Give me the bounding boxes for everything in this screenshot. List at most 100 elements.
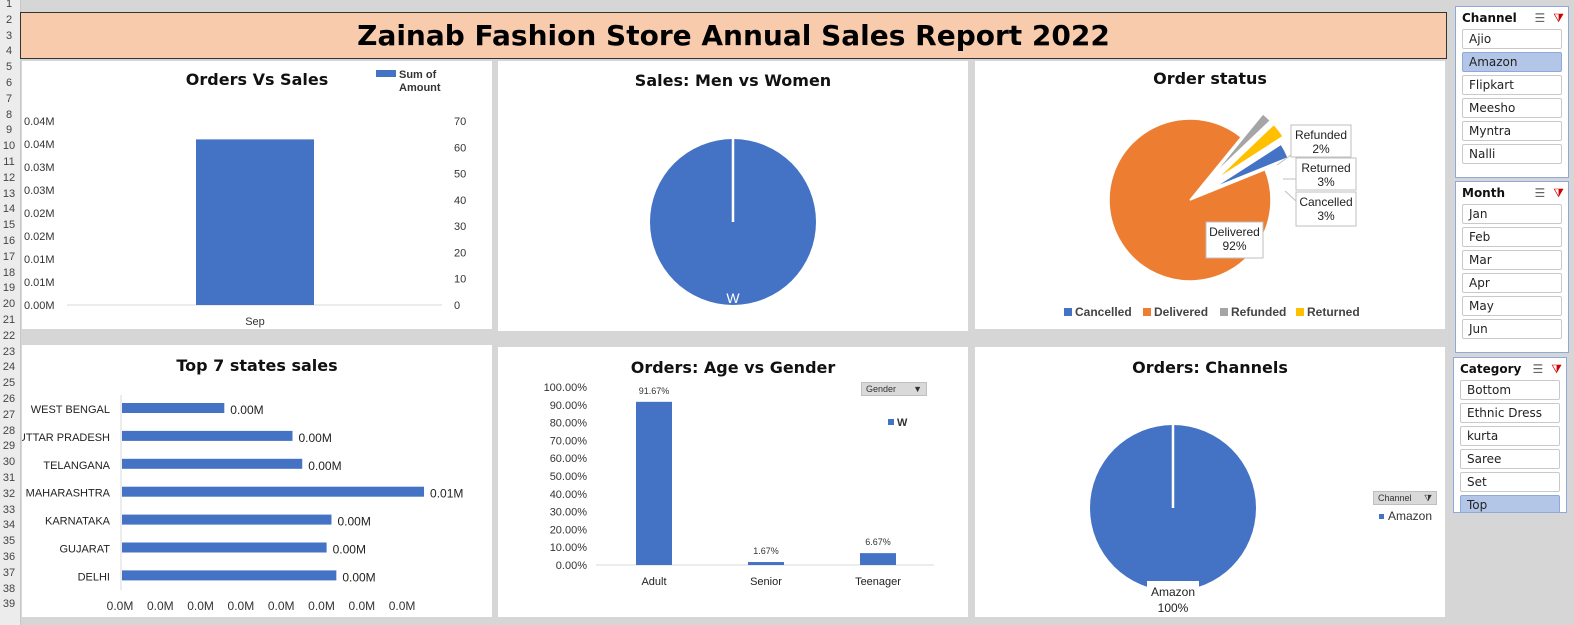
channel-filter-button[interactable]: Channel ⧩ bbox=[1373, 491, 1437, 505]
chart-orders-vs-sales[interactable]: Orders Vs Sales 0.04M 0.04M 0.03M 0.03M 0.02… bbox=[22, 61, 492, 329]
x-tick-label: Sep bbox=[245, 316, 265, 328]
data-label-name: Delivered bbox=[1209, 225, 1260, 239]
row-number: 5 bbox=[5, 61, 13, 74]
slicer-item-ajio[interactable]: Ajio bbox=[1462, 29, 1562, 49]
slicer-item-saree[interactable]: Saree bbox=[1460, 449, 1560, 469]
row-number: 1 bbox=[5, 0, 13, 10]
y-tick-label: 70.00% bbox=[550, 435, 588, 447]
slicer-item-flipkart[interactable]: Flipkart bbox=[1462, 75, 1562, 95]
row-number: 22 bbox=[2, 329, 16, 342]
chart-order-status[interactable]: Order status Refunded 2% Returned 3% Cancell… bbox=[975, 61, 1445, 329]
row-number: 36 bbox=[2, 551, 16, 563]
slicer-item-bottom[interactable]: Bottom bbox=[1460, 380, 1560, 400]
multi-select-icon[interactable]: ☰ bbox=[1534, 10, 1546, 25]
x-tick-label: Teenager bbox=[855, 576, 901, 588]
row-number: 29 bbox=[2, 440, 16, 453]
y-tick-label: 80.00% bbox=[550, 418, 588, 430]
slicer-item-apr[interactable]: Apr bbox=[1462, 273, 1562, 293]
legend-swatch bbox=[1379, 514, 1384, 519]
row-number: 21 bbox=[2, 314, 16, 326]
row-number: 25 bbox=[2, 377, 16, 390]
chart-sales-men-women[interactable]: Sales: Men vs Women W bbox=[498, 61, 968, 331]
slicer-header: Month ☰ ⧩ bbox=[1456, 182, 1568, 204]
y-tick-label: 100.00% bbox=[544, 382, 588, 394]
slicer-item-may[interactable]: May bbox=[1462, 296, 1562, 316]
y-tick-label: 0.00M bbox=[24, 300, 55, 312]
row-number: 33 bbox=[2, 503, 16, 516]
clear-filter-icon[interactable]: ⧩ bbox=[1551, 361, 1562, 376]
x-tick-label: Senior bbox=[750, 576, 782, 588]
clear-filter-icon[interactable]: ⧩ bbox=[1553, 10, 1564, 25]
y-tick-label: DELHI bbox=[78, 571, 110, 583]
slicer-month[interactable]: Month ☰ ⧩ Jan Feb Mar Apr May Jun bbox=[1455, 181, 1569, 353]
gender-filter-button[interactable]: Gender ▼ bbox=[861, 382, 927, 396]
row-number: 4 bbox=[5, 45, 13, 58]
chart-title: Order status bbox=[1153, 69, 1267, 88]
chart-top-states[interactable]: Top 7 states sales WEST BENGAL 0.00M UTTAR… bbox=[22, 345, 492, 617]
row-number: 32 bbox=[2, 487, 16, 500]
row-number: 35 bbox=[2, 535, 16, 548]
clear-filter-icon[interactable]: ⧩ bbox=[1553, 185, 1564, 200]
slicer-item-jan[interactable]: Jan bbox=[1462, 204, 1562, 224]
legend-label: W bbox=[897, 417, 908, 429]
legend-label: Delivered bbox=[1154, 305, 1208, 319]
chart-orders-channels[interactable]: Orders: Channels Channel ⧩ Amazon 100% Ama… bbox=[975, 347, 1445, 617]
pie-slice-refunded bbox=[1211, 112, 1272, 178]
x-tick-label: 0.0M bbox=[228, 599, 255, 613]
y-tick-label: 0.04M bbox=[24, 116, 55, 128]
filter-label: Gender bbox=[866, 384, 897, 394]
data-label-name: Amazon bbox=[1151, 585, 1195, 599]
slicer-item-mar[interactable]: Mar bbox=[1462, 250, 1562, 270]
slicer-item-meesho[interactable]: Meesho bbox=[1462, 98, 1562, 118]
y2-tick-label: 30 bbox=[454, 221, 466, 233]
bar bbox=[196, 139, 314, 305]
slicer-item-feb[interactable]: Feb bbox=[1462, 227, 1562, 247]
slicer-title: Month bbox=[1462, 186, 1506, 200]
slicer-item-kurta[interactable]: kurta bbox=[1460, 426, 1560, 446]
slicer-item-jun[interactable]: Jun bbox=[1462, 319, 1562, 339]
order-status-pie: Refunded2%Returned3%Cancelled3%Delivered… bbox=[1064, 112, 1360, 319]
slicer-item-myntra[interactable]: Myntra bbox=[1462, 121, 1562, 141]
slicer-item-top[interactable]: Top bbox=[1460, 495, 1560, 512]
slicer-channel[interactable]: Channel ☰ ⧩ Ajio Amazon Flipkart Meesho Myntr… bbox=[1455, 6, 1569, 178]
y-tick-label: 0.03M bbox=[24, 162, 55, 174]
slicer-item-nalli[interactable]: Nalli bbox=[1462, 144, 1562, 164]
slicer-item-ethnic-dress[interactable]: Ethnic Dress bbox=[1460, 403, 1560, 423]
data-label: 1.67% bbox=[753, 546, 779, 556]
data-label-name: Refunded bbox=[1295, 128, 1347, 142]
slicer-item-set[interactable]: Set bbox=[1460, 472, 1560, 492]
slicer-items: Jan Feb Mar Apr May Jun bbox=[1456, 204, 1568, 339]
data-label: 0.00M bbox=[230, 403, 263, 417]
row-number: 14 bbox=[2, 203, 16, 216]
y-tick-label: 30.00% bbox=[550, 507, 588, 519]
pie-slice-returned bbox=[1214, 123, 1285, 181]
multi-select-icon[interactable]: ☰ bbox=[1532, 361, 1544, 376]
y-tick-label: 0.01M bbox=[24, 254, 55, 266]
legend-label: Sum of bbox=[399, 69, 437, 81]
chart-age-vs-gender[interactable]: Orders: Age vs Gender Gender ▼ 100.00% 90… bbox=[498, 347, 968, 617]
y-tick-label: 0.00% bbox=[556, 560, 587, 572]
y2-tick-label: 10 bbox=[454, 274, 466, 286]
y-tick-label: 90.00% bbox=[550, 400, 588, 412]
row-number-gutter: 1 2 3 4 5 6 7 8 9 10 11 12 13 14 15 16 17 18 19 20 21 22 23 24 2… bbox=[0, 0, 21, 625]
legend-label: Amount bbox=[399, 82, 441, 94]
chart-title: Sales: Men vs Women bbox=[634, 71, 832, 90]
row-number: 10 bbox=[2, 140, 16, 153]
row-number: 15 bbox=[2, 219, 16, 232]
y2-tick-label: 70 bbox=[454, 116, 466, 128]
y-tick-label: WEST BENGAL bbox=[31, 404, 110, 416]
slicer-category[interactable]: Category ☰ ⧩ Bottom Ethnic Dress kurta Saree… bbox=[1453, 357, 1567, 513]
y-tick-label: TELANGANA bbox=[43, 460, 110, 472]
y2-tick-label: 40 bbox=[454, 195, 466, 207]
row-number: 9 bbox=[5, 124, 13, 137]
data-label: 0.00M bbox=[337, 515, 370, 529]
slicer-item-amazon[interactable]: Amazon bbox=[1462, 52, 1562, 72]
data-label: W bbox=[726, 290, 740, 306]
row-number: 26 bbox=[2, 393, 16, 405]
slicer-title: Category bbox=[1460, 362, 1522, 376]
x-tick-label: 0.0M bbox=[268, 599, 295, 613]
y-tick-label: 40.00% bbox=[550, 489, 588, 501]
row-number: 20 bbox=[2, 298, 16, 311]
legend-swatch bbox=[1143, 308, 1151, 316]
multi-select-icon[interactable]: ☰ bbox=[1534, 185, 1546, 200]
